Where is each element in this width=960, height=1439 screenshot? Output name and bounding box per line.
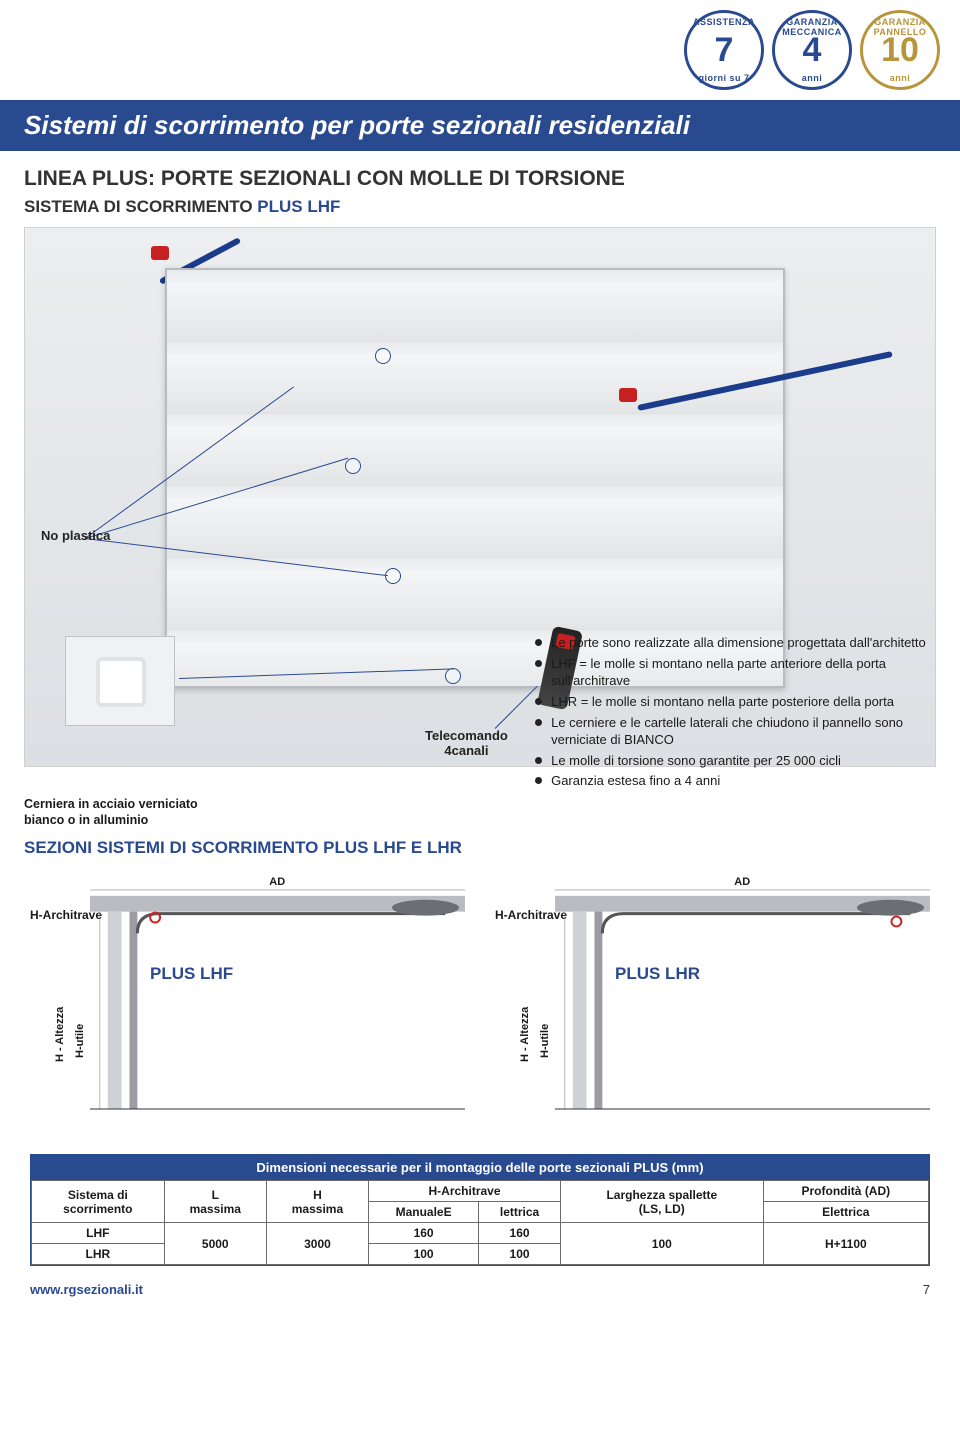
col-harch: H-Architrave: [369, 1181, 561, 1202]
dim-h-utile: H-utile: [539, 1024, 551, 1058]
col-spallette: Larghezza spallette (LS, LD): [560, 1181, 763, 1223]
page-title: Sistemi di scorrimento per porte seziona…: [0, 100, 960, 151]
bullet: LHR = le molle si montano nella parte po…: [535, 693, 936, 711]
bullet: LHF = le molle si montano nella parte an…: [535, 655, 936, 690]
footer-page: 7: [923, 1282, 930, 1297]
badge-value: 4: [803, 33, 822, 67]
page-footer: www.rgsezionali.it 7: [0, 1272, 960, 1309]
badge-top: ASSISTENZA: [687, 17, 761, 27]
cell: LHR: [32, 1244, 165, 1265]
col-profondita: Profondità (AD): [763, 1181, 928, 1202]
diagram-lhr: AD H-Architrave H - Altezza H-utile PLUS…: [495, 876, 930, 1136]
bullet: Le porte sono realizzate alla dimensione…: [535, 634, 936, 652]
callout-no-plastica: No plastica: [41, 528, 110, 543]
badge-top: GARANZIA MECCANICA: [775, 17, 849, 37]
warranty-badges: ASSISTENZA 7 giorni su 7 GARANZIA MECCAN…: [0, 0, 960, 100]
cell: 3000: [266, 1223, 368, 1265]
callout-point: [345, 458, 361, 474]
dim-h-altezza: H - Altezza: [54, 1007, 66, 1062]
col-harch-ele: lettrica: [479, 1202, 561, 1223]
badge-meccanica: GARANZIA MECCANICA 4 anni: [772, 10, 852, 90]
col-harch-man: ManualeE: [369, 1202, 479, 1223]
cell: H+1100: [763, 1223, 928, 1265]
table-title: Dimensioni necessarie per il montaggio d…: [31, 1155, 929, 1180]
table-row: LHF 5000 3000 160 160 100 H+1100: [32, 1223, 929, 1244]
callout-point: [375, 348, 391, 364]
badge-pannello: GARANZIA PANNELLO 10 anni: [860, 10, 940, 90]
cell: 160: [479, 1223, 561, 1244]
col-hmax: H massima: [266, 1181, 368, 1223]
dim-h-utile: H-utile: [74, 1024, 86, 1058]
cell: 100: [479, 1244, 561, 1265]
col-lmax: L massima: [164, 1181, 266, 1223]
caption-cerniera: Cerniera in acciaio verniciato bianco o …: [24, 797, 505, 828]
callout-line: [495, 686, 538, 729]
cell: 160: [369, 1223, 479, 1244]
dim-h-altezza: H - Altezza: [519, 1007, 531, 1062]
cell: 5000: [164, 1223, 266, 1265]
heading-line: LINEA PLUS: PORTE SEZIONALI CON MOLLE DI…: [24, 167, 936, 191]
dimensions-table: Dimensioni necessarie per il montaggio d…: [30, 1154, 930, 1266]
subheading-prefix: SISTEMA DI SCORRIMENTO: [24, 197, 257, 216]
bullet: Garanzia estesa fino a 4 anni: [535, 772, 936, 790]
bullet: Le molle di torsione sono garantite per …: [535, 752, 936, 770]
badge-value: 7: [715, 33, 734, 67]
badge-bottom: anni: [775, 73, 849, 83]
cell: 100: [560, 1223, 763, 1265]
callout-telecomando: Telecomando 4canali: [425, 728, 508, 758]
badge-bottom: giorni su 7: [687, 73, 761, 83]
subheading: SISTEMA DI SCORRIMENTO PLUS LHF: [24, 197, 936, 217]
section-diagrams: AD H-Architrave H - Altezza H-utile PLUS…: [0, 862, 960, 1136]
badge-top: GARANZIA PANNELLO: [863, 17, 937, 37]
badge-assistenza: ASSISTENZA 7 giorni su 7: [684, 10, 764, 90]
col-profondita-sub: Elettrica: [763, 1202, 928, 1223]
motor-cap-right: [619, 388, 637, 402]
garage-door: [165, 268, 785, 688]
bullet: Le cerniere e le cartelle laterali che c…: [535, 714, 936, 749]
diagram-svg: [555, 884, 930, 1131]
footer-url: www.rgsezionali.it: [30, 1282, 143, 1297]
callout-point: [445, 668, 461, 684]
sections-title: SEZIONI SISTEMI DI SCORRIMENTO PLUS LHF …: [24, 838, 505, 858]
col-sistema: Sistema di scorrimento: [32, 1181, 165, 1223]
diagram-lhf: AD H-Architrave H - Altezza H-utile PLUS…: [30, 876, 465, 1136]
cell: 100: [369, 1244, 479, 1265]
badge-bottom: anni: [863, 73, 937, 83]
badge-value: 10: [881, 33, 919, 67]
motor-cap-left: [151, 246, 169, 260]
cell: LHF: [32, 1223, 165, 1244]
hinge-inset: [65, 636, 175, 726]
diagram-svg: [90, 884, 465, 1131]
subheading-accent: PLUS LHF: [257, 197, 340, 216]
